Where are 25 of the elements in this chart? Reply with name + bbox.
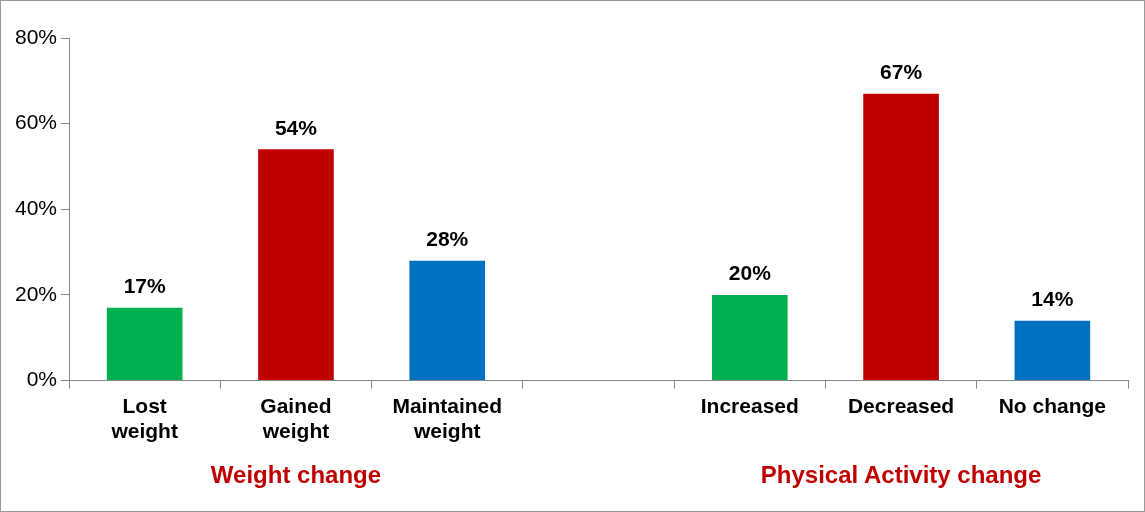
y-tick-label: 0% xyxy=(26,367,58,391)
x-tick-label: No change xyxy=(998,394,1107,417)
x-tick-label: Maintained weight xyxy=(392,394,503,443)
data-label: 20% xyxy=(728,261,772,285)
bar xyxy=(258,149,334,381)
data-label: 14% xyxy=(1031,286,1074,310)
x-tick-label: Decreased xyxy=(847,394,955,417)
data-label: 28% xyxy=(426,226,469,250)
y-tick-label: 20% xyxy=(15,281,58,305)
data-label: 67% xyxy=(880,59,923,83)
x-tick-label: Lost weight xyxy=(110,394,178,443)
bar xyxy=(711,294,788,381)
bar xyxy=(106,307,183,381)
data-label: 17% xyxy=(123,274,167,298)
bar xyxy=(863,93,939,381)
data-label: 54% xyxy=(274,115,318,139)
text: Physical Activity change xyxy=(760,461,1042,488)
x-tick-label: Increased xyxy=(700,394,799,417)
bar xyxy=(1014,320,1091,381)
y-tick-label: 40% xyxy=(15,196,58,220)
x-tick-label: Gained weight xyxy=(260,394,332,443)
bar xyxy=(409,260,486,381)
y-tick-label: 60% xyxy=(15,110,58,134)
text: Weight change xyxy=(210,461,382,488)
y-tick-label: 80% xyxy=(15,24,58,48)
